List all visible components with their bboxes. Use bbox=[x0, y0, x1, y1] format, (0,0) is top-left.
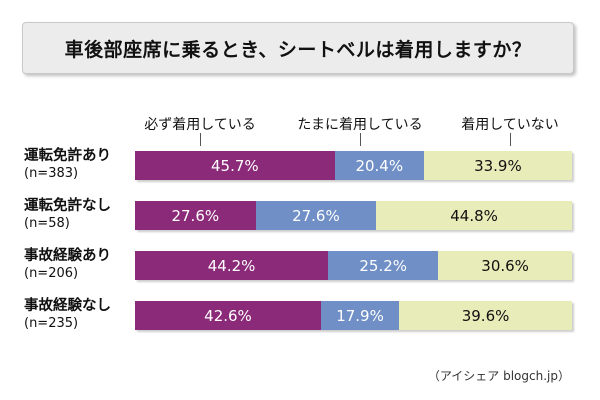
category-sample-size: (n=58) bbox=[24, 216, 70, 231]
chart-title: 車後部座席に乗るとき、シートベルは着用しますか？ bbox=[22, 22, 574, 74]
bar-segment-3: 33.9% bbox=[423, 151, 572, 180]
legend-leader-line bbox=[200, 133, 201, 146]
category-label: 運転免許あり (n=383) bbox=[24, 148, 111, 182]
legend-entry-2: たまに着用している bbox=[297, 117, 423, 133]
category-sample-size: (n=383) bbox=[24, 166, 79, 181]
category-label: 運転免許なし (n=58) bbox=[24, 198, 111, 232]
bar-segment-1: 44.2% bbox=[135, 251, 329, 280]
category-name: 事故経験あり bbox=[24, 248, 111, 264]
source-credit: （アイシェア blogch.jp） bbox=[427, 369, 570, 383]
category-label: 事故経験なし (n=235) bbox=[24, 298, 111, 332]
bar-segment-1: 42.6% bbox=[135, 301, 321, 330]
bar-segment-1: 45.7% bbox=[135, 151, 335, 180]
bar-segment-3: 44.8% bbox=[376, 201, 572, 230]
bar-segment-3: 30.6% bbox=[438, 251, 572, 280]
bar-segment-1: 27.6% bbox=[135, 201, 256, 230]
stacked-bar: 45.7% 20.4% 33.9% bbox=[135, 151, 572, 180]
category-name: 運転免許あり bbox=[24, 148, 111, 164]
legend-entry-3: 着用していない bbox=[461, 117, 559, 133]
stacked-bar: 44.2% 25.2% 30.6% bbox=[135, 251, 572, 280]
bar-segment-2: 27.6% bbox=[255, 201, 377, 230]
bar-segment-2: 25.2% bbox=[328, 251, 439, 280]
legend-entry-1: 必ず着用している bbox=[144, 117, 256, 133]
stacked-bar: 42.6% 17.9% 39.6% bbox=[135, 301, 572, 330]
category-label: 事故経験あり (n=206) bbox=[24, 248, 111, 282]
category-name: 事故経験なし bbox=[24, 298, 111, 314]
stacked-bar: 27.6% 27.6% 44.8% bbox=[135, 201, 572, 230]
legend-leader-line bbox=[360, 133, 361, 146]
bar-segment-3: 39.6% bbox=[399, 301, 572, 330]
legend-leader-line bbox=[510, 133, 511, 146]
bar-segment-2: 17.9% bbox=[320, 301, 400, 330]
category-sample-size: (n=235) bbox=[24, 316, 79, 331]
bar-segment-2: 20.4% bbox=[334, 151, 424, 180]
category-name: 運転免許なし bbox=[24, 198, 111, 214]
category-sample-size: (n=206) bbox=[24, 266, 79, 281]
